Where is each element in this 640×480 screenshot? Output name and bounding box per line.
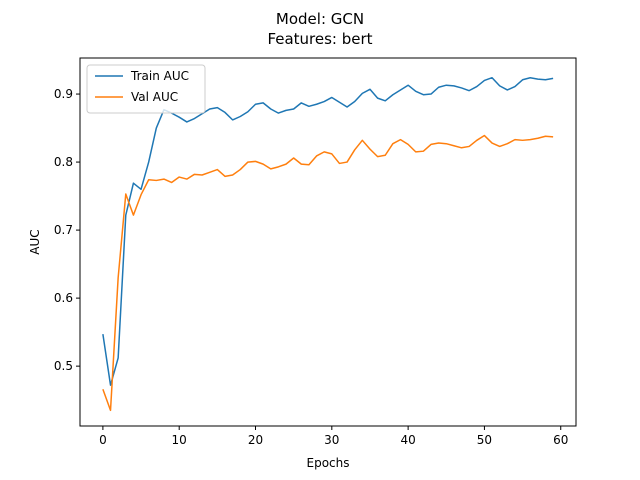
x-axis-ticks: 0 10 20 30 40 50 60: [99, 426, 568, 447]
x-tick-label: 60: [553, 433, 568, 447]
x-axis-label: Epochs: [307, 456, 350, 470]
legend-box: [86, 64, 206, 114]
series-layer: [102, 76, 554, 412]
legend-label-train-auc: Train AUC: [130, 69, 189, 83]
y-tick-label: 0.7: [54, 223, 73, 237]
x-tick-label: 50: [477, 433, 492, 447]
x-tick-label: 10: [172, 433, 187, 447]
x-tick-label: 0: [99, 433, 107, 447]
y-tick-label: 0.9: [54, 87, 73, 101]
series-line-val-auc: [102, 134, 554, 412]
plot-frame: [79, 57, 577, 427]
y-tick-label: 0.6: [54, 291, 73, 305]
x-tick-label: 30: [324, 433, 339, 447]
chart-title: Model: GCN: [276, 10, 364, 28]
series-line-train-auc: [102, 76, 554, 386]
chart-subtitle: Features: bert: [267, 30, 372, 48]
y-tick-label: 0.8: [54, 155, 73, 169]
x-tick-label: 20: [248, 433, 263, 447]
legend: Train AUC Val AUC: [86, 64, 206, 114]
y-axis-ticks: 0.5 0.6 0.7 0.8 0.9: [54, 87, 80, 373]
y-axis-label: AUC: [28, 229, 42, 254]
legend-label-val-auc: Val AUC: [131, 90, 178, 104]
y-tick-label: 0.5: [54, 359, 73, 373]
x-tick-label: 40: [400, 433, 415, 447]
